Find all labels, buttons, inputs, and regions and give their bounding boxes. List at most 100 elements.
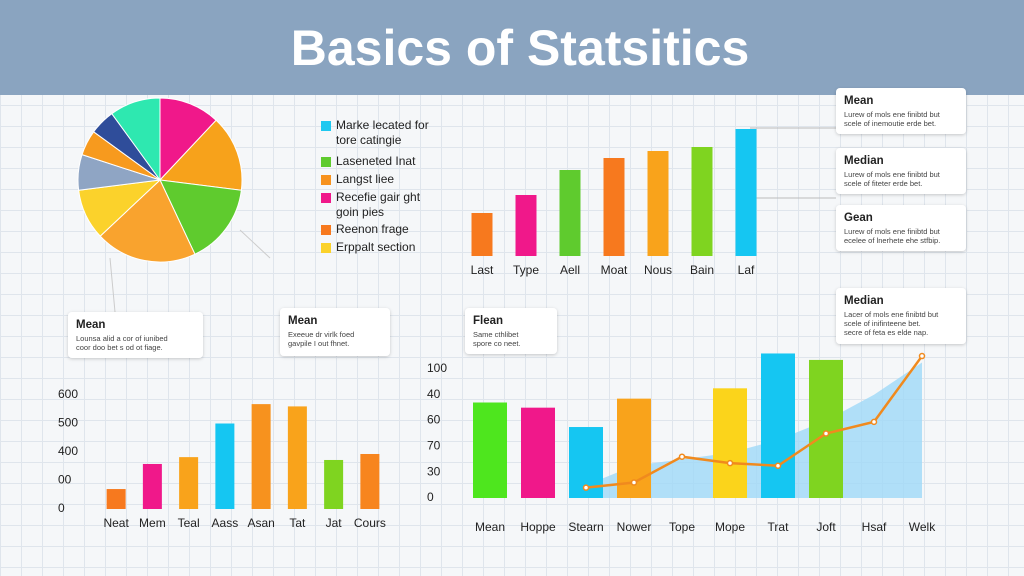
bar [603,158,625,256]
callout-box [836,88,966,134]
legend-swatch [321,225,331,235]
x-tick-label: Nous [644,263,672,277]
legend-label: Laseneted Inat [336,154,416,168]
bar [735,129,757,256]
line [585,355,924,489]
legend-swatch [321,243,331,253]
header-band [0,0,1024,95]
legend-label: Reenon frage [336,222,409,236]
callout-title: Flean [473,315,503,327]
y-tick-label: 0 [427,490,434,504]
callout-text: Lurew of mols ene finibtd but [844,227,941,236]
x-tick-label: Teal [178,516,200,530]
x-tick-label: Aell [560,263,580,277]
y-tick-label: 00 [58,473,72,487]
x-tick-label: Neat [103,516,129,530]
callout-title: Median [844,155,884,167]
y-tick-label: 0 [58,501,65,515]
x-tick-label: Hoppe [520,520,556,534]
x-tick-label: Mean [475,520,505,534]
page-title: Basics of Statsitics [291,20,750,76]
callout-title: Mean [76,319,105,331]
x-tick-label: Aass [212,516,239,530]
legend-swatch [321,193,331,203]
x-tick-label: Tat [289,516,306,530]
y-tick-label: 60 [427,413,441,427]
line-point [822,430,830,437]
pie-slice [159,97,217,182]
bar [324,459,344,509]
legend-label: Erppalt section [336,240,415,254]
y-tick-label: 600 [58,387,78,401]
y-tick-label: 30 [427,464,441,478]
callout-text: gavpile I out fhnet. [288,339,349,348]
x-tick-label: Hsaf [862,520,887,534]
y-tick-label: 100 [427,361,447,375]
x-tick-label: Joft [816,520,836,534]
line-point [582,484,590,491]
y-tick-label: 500 [58,416,78,430]
callout-box [68,312,203,358]
legend-label: Marke lecated for [336,118,429,132]
bar [713,388,747,498]
bar [287,406,307,509]
callout-text: Lurew of mols ene finibtd but [844,110,941,119]
bar [179,457,199,509]
legend-label: goin pies [336,205,384,219]
pie-slice [111,97,161,182]
bar [106,489,126,509]
connector [109,257,116,313]
callout-text: scele of inifinteene bet. [844,319,921,328]
x-tick-label: Trat [768,520,790,534]
callout-text: ecelee of lnerhete ehe stfbip. [844,236,940,245]
callout-title: Mean [288,315,317,327]
x-tick-label: Nower [617,520,652,534]
x-tick-label: Mope [715,520,745,534]
callout-box [836,148,966,194]
bar [559,170,581,256]
x-tick-label: Last [471,263,494,277]
bar [360,453,380,509]
pie-slice [159,179,242,255]
callout-box [836,288,966,344]
callout-text: Lounsa alid a cor of iunibed [76,334,168,343]
line-point [774,462,782,469]
bar [515,195,537,256]
connector [239,229,271,259]
x-tick-label: Welk [909,520,936,534]
bar [809,359,843,498]
callout-text: Same cthlibet [473,330,519,339]
callout-box [836,205,966,251]
bar [215,423,235,509]
x-tick-label: Cours [354,516,386,530]
callout-text: Exeeue dr virlk foed [288,330,354,339]
callout-text: Lurew of mols ene finibtd but [844,170,941,179]
legend-swatch [321,121,331,131]
legend-label: Recefie gair ght [336,190,421,204]
x-tick-label: Stearn [568,520,603,534]
bar [761,353,795,498]
bar [471,213,493,256]
line-point [726,459,734,467]
bar [473,402,507,498]
x-tick-label: Mem [139,516,166,530]
callout-title: Median [844,295,884,307]
legend-swatch [321,157,331,167]
bar [521,407,555,498]
y-tick-label: 40 [427,387,441,401]
x-tick-label: Tope [669,520,695,534]
callout-box [465,308,557,354]
bar [691,147,713,256]
callout-title: Mean [844,95,873,107]
x-tick-label: Bain [690,263,714,277]
line-point [678,453,686,460]
legend-swatch [321,175,331,185]
legend-label: tore catingie [336,133,402,147]
x-tick-label: Jat [326,516,343,530]
line-point [630,479,638,486]
pie-slice [158,119,243,191]
pie-slice [99,179,196,263]
line-point [870,418,878,426]
